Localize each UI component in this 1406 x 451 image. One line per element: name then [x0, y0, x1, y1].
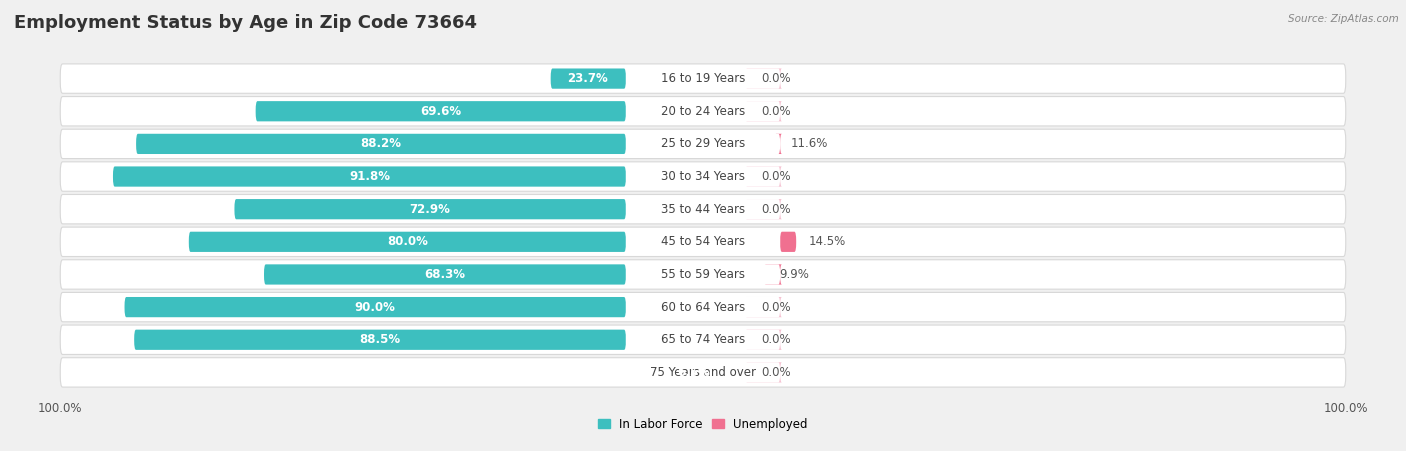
FancyBboxPatch shape — [626, 362, 780, 382]
Text: 0.0%: 0.0% — [761, 366, 790, 379]
FancyBboxPatch shape — [626, 166, 780, 187]
Text: 25 to 29 Years: 25 to 29 Years — [661, 138, 745, 150]
Text: 60 to 64 Years: 60 to 64 Years — [661, 301, 745, 313]
Text: 88.2%: 88.2% — [360, 138, 402, 150]
FancyBboxPatch shape — [626, 69, 780, 89]
Text: 91.8%: 91.8% — [349, 170, 389, 183]
FancyBboxPatch shape — [60, 227, 1346, 257]
FancyBboxPatch shape — [60, 64, 1346, 93]
FancyBboxPatch shape — [60, 358, 1346, 387]
Text: 45 to 54 Years: 45 to 54 Years — [661, 235, 745, 249]
FancyBboxPatch shape — [256, 101, 626, 121]
Text: 75 Years and over: 75 Years and over — [650, 366, 756, 379]
FancyBboxPatch shape — [626, 264, 780, 285]
Text: 0.0%: 0.0% — [761, 105, 790, 118]
FancyBboxPatch shape — [626, 297, 780, 317]
FancyBboxPatch shape — [112, 166, 626, 187]
FancyBboxPatch shape — [60, 194, 1346, 224]
Text: 0.0%: 0.0% — [761, 333, 790, 346]
FancyBboxPatch shape — [747, 362, 782, 382]
FancyBboxPatch shape — [235, 199, 626, 219]
Text: 11.6%: 11.6% — [790, 138, 828, 150]
FancyBboxPatch shape — [60, 129, 1346, 159]
FancyBboxPatch shape — [765, 264, 782, 285]
Text: 80.0%: 80.0% — [387, 235, 427, 249]
FancyBboxPatch shape — [264, 264, 626, 285]
Legend: In Labor Force, Unemployed: In Labor Force, Unemployed — [593, 413, 813, 436]
Text: 88.5%: 88.5% — [360, 333, 401, 346]
FancyBboxPatch shape — [747, 297, 782, 317]
FancyBboxPatch shape — [747, 330, 782, 350]
Text: 72.9%: 72.9% — [409, 202, 450, 216]
FancyBboxPatch shape — [125, 297, 626, 317]
FancyBboxPatch shape — [60, 97, 1346, 126]
Text: 90.0%: 90.0% — [354, 301, 395, 313]
Text: 9.9%: 9.9% — [779, 268, 810, 281]
FancyBboxPatch shape — [747, 101, 782, 121]
FancyBboxPatch shape — [747, 166, 782, 187]
Text: 0.0%: 0.0% — [761, 170, 790, 183]
FancyBboxPatch shape — [60, 292, 1346, 322]
FancyBboxPatch shape — [60, 325, 1346, 354]
FancyBboxPatch shape — [780, 232, 796, 252]
Text: 23.7%: 23.7% — [567, 72, 607, 85]
Text: 20 to 24 Years: 20 to 24 Years — [661, 105, 745, 118]
FancyBboxPatch shape — [136, 134, 626, 154]
Text: 55 to 59 Years: 55 to 59 Years — [661, 268, 745, 281]
Text: Source: ZipAtlas.com: Source: ZipAtlas.com — [1288, 14, 1399, 23]
FancyBboxPatch shape — [626, 134, 780, 154]
Text: 0.0%: 0.0% — [761, 72, 790, 85]
FancyBboxPatch shape — [60, 260, 1346, 289]
FancyBboxPatch shape — [626, 330, 780, 350]
Text: 69.6%: 69.6% — [420, 105, 461, 118]
Text: 6.5%: 6.5% — [678, 366, 710, 379]
FancyBboxPatch shape — [626, 232, 780, 252]
Text: 68.3%: 68.3% — [425, 268, 465, 281]
FancyBboxPatch shape — [626, 101, 780, 121]
Text: 0.0%: 0.0% — [761, 202, 790, 216]
FancyBboxPatch shape — [188, 232, 626, 252]
FancyBboxPatch shape — [747, 199, 782, 219]
FancyBboxPatch shape — [551, 69, 626, 89]
Text: 14.5%: 14.5% — [808, 235, 846, 249]
FancyBboxPatch shape — [134, 330, 626, 350]
Text: 35 to 44 Years: 35 to 44 Years — [661, 202, 745, 216]
Text: Employment Status by Age in Zip Code 73664: Employment Status by Age in Zip Code 736… — [14, 14, 477, 32]
Text: 16 to 19 Years: 16 to 19 Years — [661, 72, 745, 85]
FancyBboxPatch shape — [626, 199, 780, 219]
Text: 65 to 74 Years: 65 to 74 Years — [661, 333, 745, 346]
FancyBboxPatch shape — [776, 134, 782, 154]
Text: 30 to 34 Years: 30 to 34 Years — [661, 170, 745, 183]
FancyBboxPatch shape — [60, 162, 1346, 191]
Text: 0.0%: 0.0% — [761, 301, 790, 313]
FancyBboxPatch shape — [747, 69, 782, 89]
